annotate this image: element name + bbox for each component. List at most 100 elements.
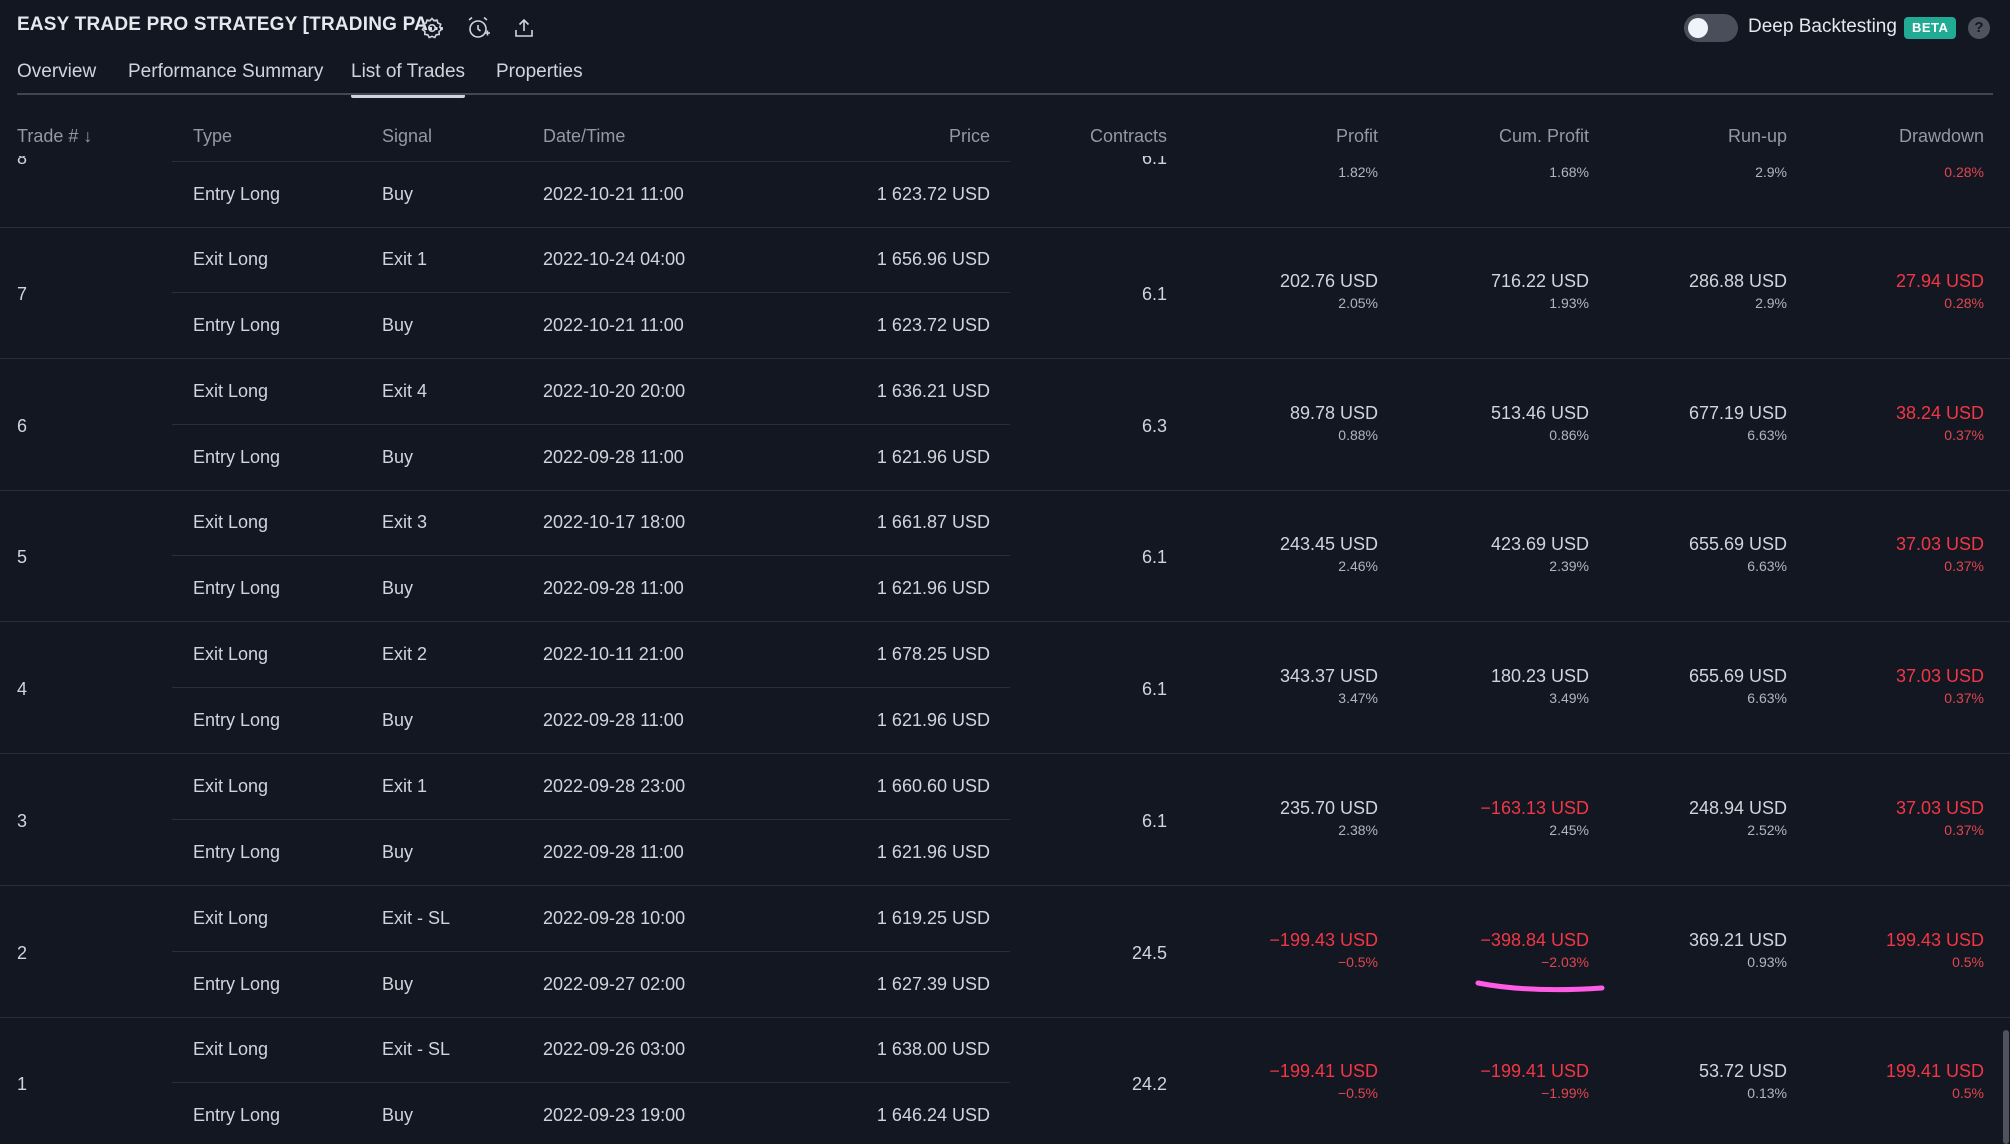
exit-price: 1 638.00 USD (876, 1039, 990, 1060)
column-header-trade-number[interactable]: Trade # ↓ (17, 126, 92, 147)
column-header-drawdown[interactable]: Drawdown (1898, 126, 1984, 146)
cum-profit-pct: 0.86% (1549, 426, 1589, 443)
entry-signal: Buy (382, 315, 414, 335)
exit-price: 1 678.25 USD (876, 644, 990, 665)
trade-number: 6 (17, 415, 28, 436)
export-icon[interactable] (510, 14, 538, 42)
vertical-scrollbar[interactable] (2003, 1030, 2009, 1144)
trade-separator (0, 489, 2010, 491)
tab-performance-summary[interactable]: Performance Summary (128, 61, 324, 82)
partial-trade-number: 8 (17, 148, 28, 168)
drawdown: 37.03 USD (1895, 797, 1984, 818)
entry-price: 1 621.96 USD (876, 841, 990, 862)
drawdown: 38.24 USD (1895, 402, 1984, 423)
column-header-datetime[interactable]: Date/Time (543, 126, 626, 146)
exit-signal: Exit - SL (382, 907, 451, 928)
add-alert-icon[interactable] (464, 14, 492, 42)
contracts: 6.1 (1141, 284, 1167, 304)
exit-signal: Exit 3 (382, 512, 428, 533)
profit: 243.45 USD (1279, 534, 1378, 555)
row-separator (172, 555, 1010, 557)
profit-pct: 2.05% (1338, 295, 1378, 311)
contracts: 6.1 (1141, 810, 1167, 831)
strategy-title: EASY TRADE PRO STRATEGY [TRADING PA... (17, 14, 445, 35)
runup-pct: 6.63% (1747, 426, 1787, 443)
exit-price: 1 661.87 USD (876, 512, 990, 533)
trade-number: 5 (17, 547, 28, 568)
drawdown: 37.03 USD (1895, 666, 1984, 687)
cum-profit: 716.22 USD (1490, 271, 1589, 291)
entry-datetime: 2022-09-23 19:00 (543, 1105, 686, 1126)
trade-separator (0, 1016, 2010, 1018)
tab-divider (17, 93, 1993, 95)
exit-signal: Exit 4 (382, 380, 428, 401)
exit-datetime: 2022-10-17 18:00 (543, 512, 686, 533)
drawdown: 199.41 USD (1885, 1061, 1984, 1082)
contracts: 24.5 (1131, 942, 1167, 963)
exit-datetime: 2022-09-28 10:00 (543, 907, 686, 928)
deep-backtesting-label: Deep Backtesting (1748, 16, 1897, 37)
cum-profit: −398.84 USD (1480, 929, 1589, 950)
column-header-runup[interactable]: Run-up (1727, 126, 1787, 146)
exit-datetime: 2022-09-28 23:00 (543, 775, 686, 796)
entry-datetime: 2022-09-28 11:00 (543, 578, 684, 599)
column-header-type[interactable]: Type (193, 126, 233, 146)
row-separator (172, 1082, 1010, 1084)
entry-datetime: 2022-09-28 11:00 (543, 841, 684, 862)
partial-cum-profit-pct: 1.68% (1549, 164, 1589, 180)
row-separator (172, 687, 1010, 689)
entry-type: Entry Long (193, 184, 281, 204)
entry-signal: Buy (382, 184, 414, 204)
runup-pct: 2.52% (1747, 821, 1787, 838)
entry-signal: Buy (382, 841, 414, 862)
column-header-contracts[interactable]: Contracts (1089, 126, 1167, 146)
drawdown-pct: 0.5% (1952, 953, 1984, 970)
exit-type: Exit Long (193, 775, 269, 796)
cum-profit-pct: 1.93% (1549, 295, 1589, 311)
entry-type: Entry Long (193, 973, 281, 994)
entry-price: 1 623.72 USD (876, 184, 990, 204)
cum-profit: 423.69 USD (1490, 534, 1589, 555)
tab-list-of-trades[interactable]: List of Trades (351, 61, 466, 98)
column-header-signal[interactable]: Signal (382, 126, 433, 146)
entry-signal: Buy (382, 973, 414, 994)
partial-drawdown-pct: 0.28% (1944, 164, 1984, 180)
row-separator (172, 292, 1010, 293)
cum-profit-pct: −2.03% (1541, 953, 1589, 970)
exit-type: Exit Long (193, 644, 269, 665)
entry-datetime: 2022-09-28 11:00 (543, 710, 684, 731)
column-header-cum-profit[interactable]: Cum. Profit (1498, 126, 1589, 146)
profit: −199.43 USD (1269, 929, 1378, 950)
partial-profit-pct: 1.82% (1338, 164, 1378, 180)
profit-pct: 3.47% (1338, 690, 1378, 707)
runup-pct: 0.93% (1747, 953, 1787, 970)
exit-price: 1 619.25 USD (876, 907, 990, 928)
entry-price: 1 621.96 USD (876, 446, 990, 467)
column-header-price[interactable]: Price (948, 126, 990, 146)
tab-overview[interactable]: Overview (17, 61, 97, 82)
beta-badge: BETA (1904, 17, 1957, 39)
entry-type: Entry Long (193, 710, 281, 731)
runup: 53.72 USD (1698, 1061, 1787, 1082)
deep-backtesting-toggle[interactable] (1684, 14, 1738, 42)
profit: −199.41 USD (1269, 1061, 1378, 1082)
profit-pct: −0.5% (1337, 1085, 1378, 1102)
drawdown: 199.43 USD (1885, 929, 1984, 950)
trade-separator (0, 358, 2010, 359)
exit-type: Exit Long (193, 512, 269, 533)
entry-datetime: 2022-10-21 11:00 (543, 184, 684, 204)
contracts: 6.3 (1141, 415, 1167, 436)
exit-signal: Exit - SL (382, 1039, 451, 1060)
profit-pct: 2.46% (1338, 558, 1378, 575)
column-header-profit[interactable]: Profit (1335, 126, 1378, 146)
help-icon[interactable]: ? (1968, 17, 1990, 39)
drawdown-pct: 0.28% (1944, 295, 1984, 311)
entry-price: 1 646.24 USD (876, 1105, 990, 1126)
row-separator (172, 423, 1010, 425)
exit-signal: Exit 2 (382, 644, 428, 665)
trade-number-label: Trade # (17, 126, 79, 146)
settings-icon[interactable] (418, 14, 446, 42)
profit: 235.70 USD (1279, 797, 1378, 818)
tab-properties[interactable]: Properties (496, 61, 583, 82)
profit-pct: −0.5% (1337, 953, 1378, 970)
